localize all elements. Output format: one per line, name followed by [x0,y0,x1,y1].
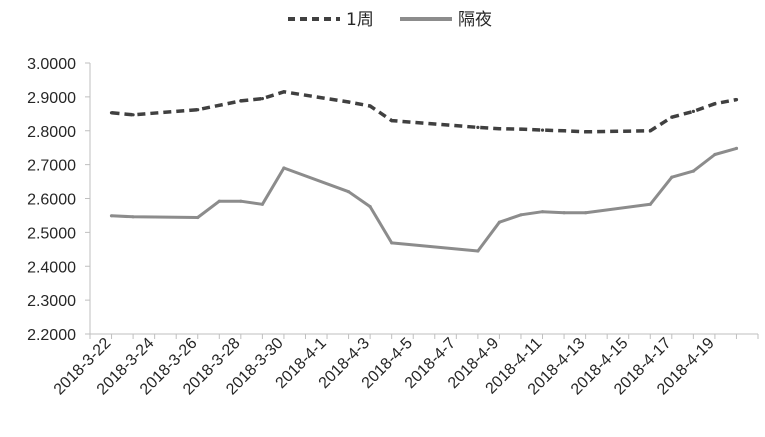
data-point-overnight [670,175,674,179]
y-tick-label: 2.5000 [27,225,76,242]
data-point-overnight [390,241,394,245]
data-point-overnight [584,211,588,215]
data-point-1w [519,127,523,131]
data-point-overnight [734,146,739,150]
data-point-1w [476,125,480,129]
y-tick-label: 2.6000 [27,192,76,209]
y-tick-label: 3.0000 [27,56,76,73]
y-tick-label: 2.7000 [27,158,76,175]
data-point-1w [713,102,717,106]
data-point-overnight [540,210,545,214]
data-point-1w [196,108,200,112]
data-point-1w [497,127,501,131]
y-tick-label: 2.3000 [27,293,76,310]
y-tick-label: 2.4000 [27,259,76,276]
data-point-1w [390,119,394,123]
data-point-1w [347,100,351,104]
data-point-1w [239,99,243,103]
series-line-overnight [111,146,737,253]
legend: 1周 隔夜 [288,10,492,30]
data-point-1w [734,98,739,102]
data-point-1w [648,129,652,133]
data-point-overnight [217,199,221,203]
data-point-overnight [347,190,351,194]
data-point-1w [368,104,372,108]
y-axis: 3.0000 2.9000 2.8000 2.7000 2.6000 2.5000 2.40… [27,56,91,344]
data-point-overnight [497,220,501,224]
data-point-1w [670,115,674,119]
data-point-overnight [562,211,566,215]
data-point-1w [691,109,696,113]
y-tick-label: 2.2000 [27,327,76,344]
data-point-overnight [476,249,480,253]
plot-area [109,90,739,253]
data-point-1w [217,103,221,107]
data-point-overnight [282,166,286,170]
data-point-overnight [131,215,135,219]
data-point-1w [282,90,286,94]
y-tick-label: 2.8000 [27,124,76,141]
data-point-1w [131,113,135,117]
data-point-overnight [260,202,264,206]
data-point-overnight [368,205,372,209]
series-line-1w [111,90,737,134]
data-point-overnight [519,213,523,217]
data-point-overnight [239,199,243,203]
legend-label-1w: 1周 [346,10,374,30]
data-point-overnight [196,215,200,220]
data-point-overnight [109,214,114,218]
data-point-overnight [713,152,717,157]
data-point-1w [109,111,114,115]
legend-label-overnight: 隔夜 [458,10,492,30]
data-point-1w [562,129,566,133]
data-point-overnight [691,169,696,173]
data-point-1w [584,130,588,134]
data-point-overnight [648,202,652,206]
data-point-1w [540,128,545,132]
y-tick-label: 2.9000 [27,90,76,107]
data-point-1w [260,97,264,101]
x-axis: 2018-3-222018-3-242018-3-262018-3-282018… [51,333,759,398]
